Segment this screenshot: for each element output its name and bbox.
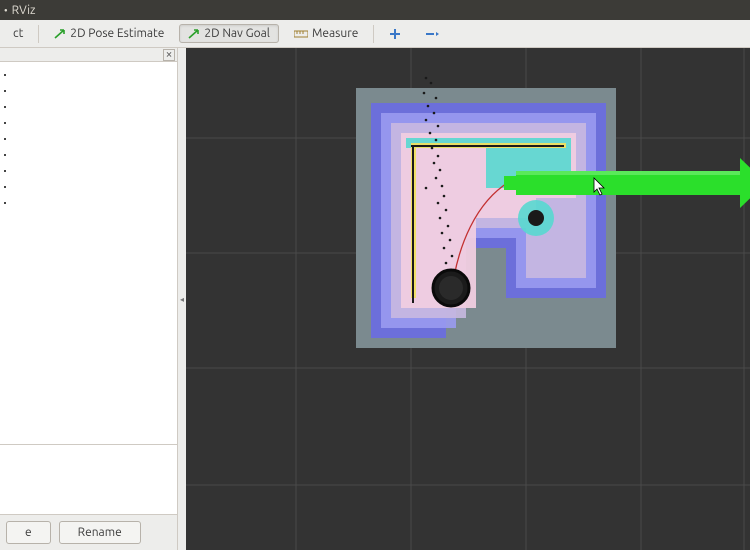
tree-item[interactable] — [4, 164, 173, 178]
tree-item[interactable] — [4, 116, 173, 130]
tree-item[interactable] — [4, 68, 173, 82]
nav-goal-label: 2D Nav Goal — [204, 27, 270, 40]
workspace: × e Rename ◂ — [0, 48, 750, 550]
splitter-handle-icon: ◂ — [180, 295, 184, 304]
panel-close-button[interactable]: × — [163, 49, 175, 61]
tree-item[interactable] — [4, 132, 173, 146]
panel-splitter[interactable]: ◂ — [178, 48, 186, 550]
panel-button-bar: e Rename — [0, 514, 177, 550]
displays-tree[interactable] — [0, 62, 177, 444]
interact-button[interactable]: ct — [4, 24, 32, 43]
plus-icon — [389, 28, 401, 40]
3d-viewport[interactable] — [186, 48, 750, 550]
minus-icon — [425, 28, 439, 40]
add-display-button[interactable] — [380, 25, 410, 43]
scene-canvas — [186, 48, 750, 550]
toolbar-separator — [38, 25, 39, 43]
panel-header: × — [0, 48, 177, 62]
properties-pane[interactable] — [0, 444, 177, 514]
displays-panel: × e Rename — [0, 48, 178, 550]
nav-goal-button[interactable]: 2D Nav Goal — [179, 24, 279, 43]
tree-item[interactable] — [4, 180, 173, 194]
rename-button[interactable]: Rename — [59, 521, 141, 544]
tree-item[interactable] — [4, 148, 173, 162]
pose-estimate-button[interactable]: 2D Pose Estimate — [45, 24, 173, 43]
titlebar-bullet-icon: • — [4, 5, 8, 16]
main-toolbar: ct 2D Pose Estimate 2D Nav Goal Measure — [0, 20, 750, 48]
pose-estimate-label: 2D Pose Estimate — [70, 27, 164, 40]
tree-item[interactable] — [4, 84, 173, 98]
close-icon: × — [166, 48, 173, 61]
toolbar-separator — [373, 25, 374, 43]
left-partial-button[interactable]: e — [6, 521, 51, 544]
remove-display-button[interactable] — [416, 25, 448, 43]
tree-item[interactable] — [4, 100, 173, 114]
measure-label: Measure — [312, 27, 358, 40]
window-title: RViz — [12, 4, 36, 17]
tree-item[interactable] — [4, 196, 173, 210]
measure-button[interactable]: Measure — [285, 24, 367, 43]
ruler-icon — [294, 29, 308, 39]
arrow-icon — [54, 28, 66, 40]
interact-label: ct — [13, 27, 23, 40]
arrow-icon — [188, 28, 200, 40]
window-titlebar: • RViz — [0, 0, 750, 20]
